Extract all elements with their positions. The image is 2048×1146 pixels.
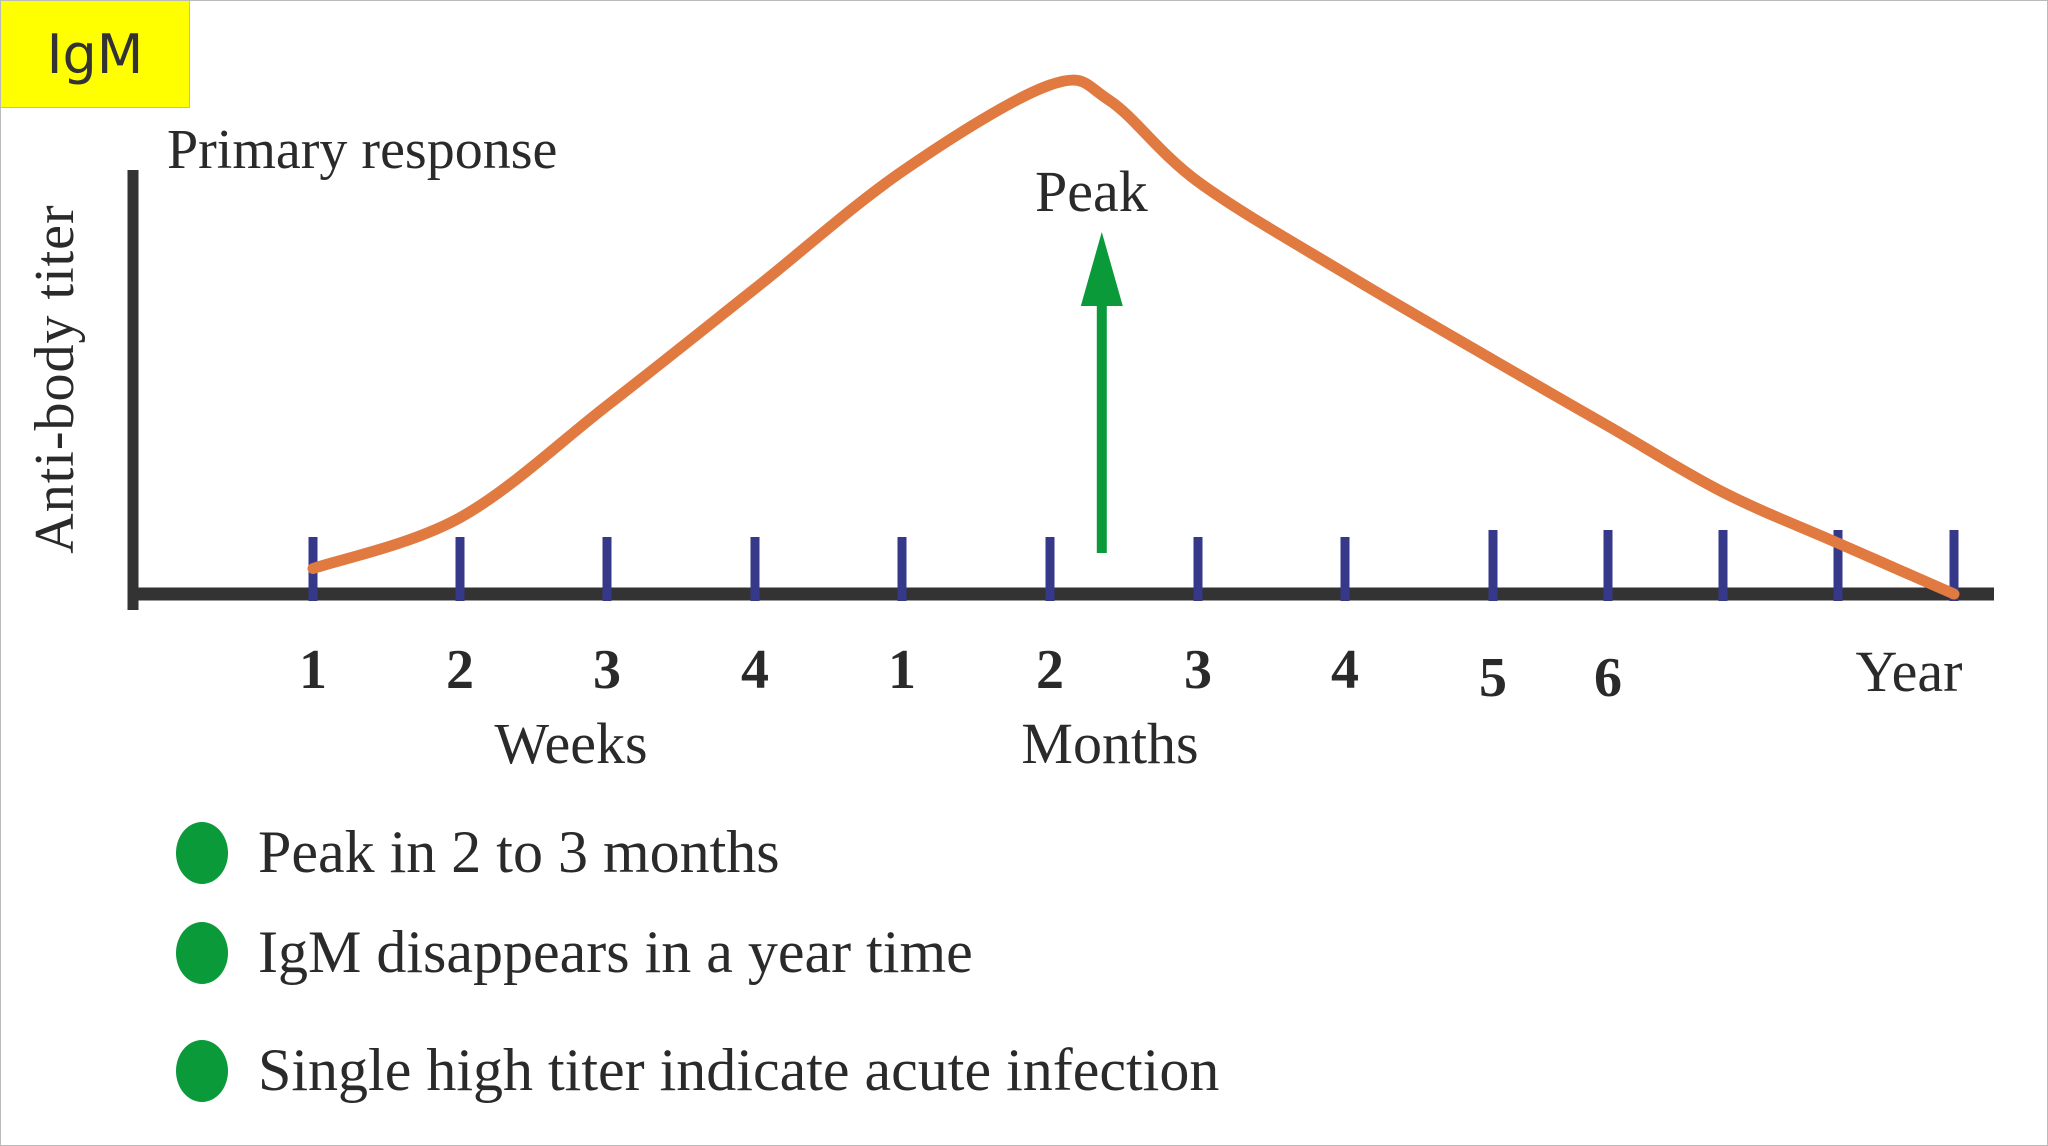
x-tick-label: 3 <box>1184 639 1212 701</box>
x-tick-label: 4 <box>1331 639 1359 701</box>
x-tick-label: 2 <box>1036 639 1064 701</box>
bullet-text: Single high titer indicate acute infecti… <box>258 1037 1220 1103</box>
x-tick-label: 2 <box>446 639 474 701</box>
x-tick-label: Year <box>1855 639 1963 704</box>
bullet-item: Single high titer indicate acute infecti… <box>176 1036 1219 1105</box>
bullet-text: IgM disappears in a year time <box>258 919 973 985</box>
bullet-dot-icon <box>176 1039 228 1102</box>
weeks-label: Weeks <box>494 711 648 776</box>
bullet-item: Peak in 2 to 3 months <box>176 818 780 887</box>
chart-title: Primary response <box>167 119 558 181</box>
bullet-dot-icon <box>176 821 228 884</box>
x-tick-label: 3 <box>593 639 621 701</box>
bullet-dot-icon <box>176 921 228 984</box>
x-tick-label: 6 <box>1594 647 1622 709</box>
igm-badge: IgM <box>0 0 190 108</box>
x-tick-label: 4 <box>741 639 769 701</box>
bullet-item: IgM disappears in a year time <box>176 918 973 987</box>
x-tick-label: 5 <box>1479 647 1507 709</box>
y-axis-label: Anti-body titer <box>24 204 86 554</box>
bullet-text: Peak in 2 to 3 months <box>258 819 780 885</box>
peak-label: Peak <box>1035 159 1148 224</box>
peak-arrow-head-icon <box>1080 232 1123 306</box>
months-label: Months <box>1021 711 1199 776</box>
x-tick-label: 1 <box>299 639 327 701</box>
antibody-curve <box>307 74 1960 600</box>
x-tick-label: 1 <box>888 639 916 701</box>
